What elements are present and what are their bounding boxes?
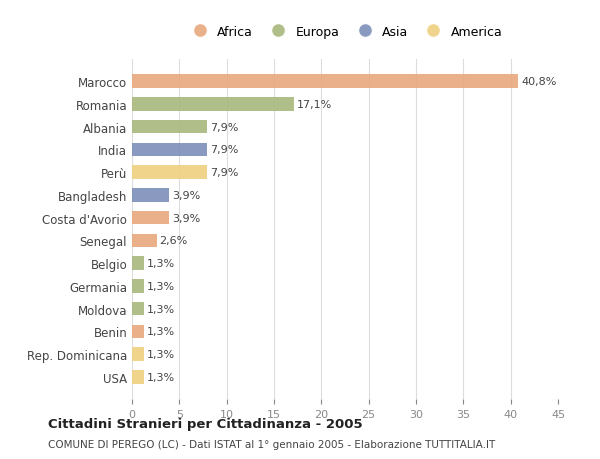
Text: 1,3%: 1,3% xyxy=(147,258,175,269)
Bar xyxy=(132,143,207,157)
Bar xyxy=(132,234,157,248)
Bar xyxy=(132,302,145,316)
Text: 1,3%: 1,3% xyxy=(147,349,175,359)
Bar xyxy=(132,370,145,384)
Text: 1,3%: 1,3% xyxy=(147,372,175,382)
Text: 1,3%: 1,3% xyxy=(147,327,175,336)
Text: 3,9%: 3,9% xyxy=(172,190,200,201)
Bar xyxy=(132,121,207,134)
Bar xyxy=(132,211,169,225)
Text: 40,8%: 40,8% xyxy=(521,77,556,87)
Bar xyxy=(132,280,145,293)
Bar xyxy=(132,166,207,179)
Text: 3,9%: 3,9% xyxy=(172,213,200,223)
Bar xyxy=(132,257,145,270)
Text: COMUNE DI PEREGO (LC) - Dati ISTAT al 1° gennaio 2005 - Elaborazione TUTTITALIA.: COMUNE DI PEREGO (LC) - Dati ISTAT al 1°… xyxy=(48,440,495,449)
Text: Cittadini Stranieri per Cittadinanza - 2005: Cittadini Stranieri per Cittadinanza - 2… xyxy=(48,417,362,430)
Bar xyxy=(132,98,294,112)
Bar xyxy=(132,325,145,338)
Legend: Africa, Europa, Asia, America: Africa, Europa, Asia, America xyxy=(184,22,506,42)
Text: 7,9%: 7,9% xyxy=(209,123,238,132)
Text: 17,1%: 17,1% xyxy=(297,100,332,110)
Text: 2,6%: 2,6% xyxy=(160,236,188,246)
Text: 7,9%: 7,9% xyxy=(209,168,238,178)
Bar xyxy=(132,347,145,361)
Text: 1,3%: 1,3% xyxy=(147,281,175,291)
Text: 1,3%: 1,3% xyxy=(147,304,175,314)
Bar xyxy=(132,189,169,202)
Text: 7,9%: 7,9% xyxy=(209,145,238,155)
Bar xyxy=(132,75,518,89)
